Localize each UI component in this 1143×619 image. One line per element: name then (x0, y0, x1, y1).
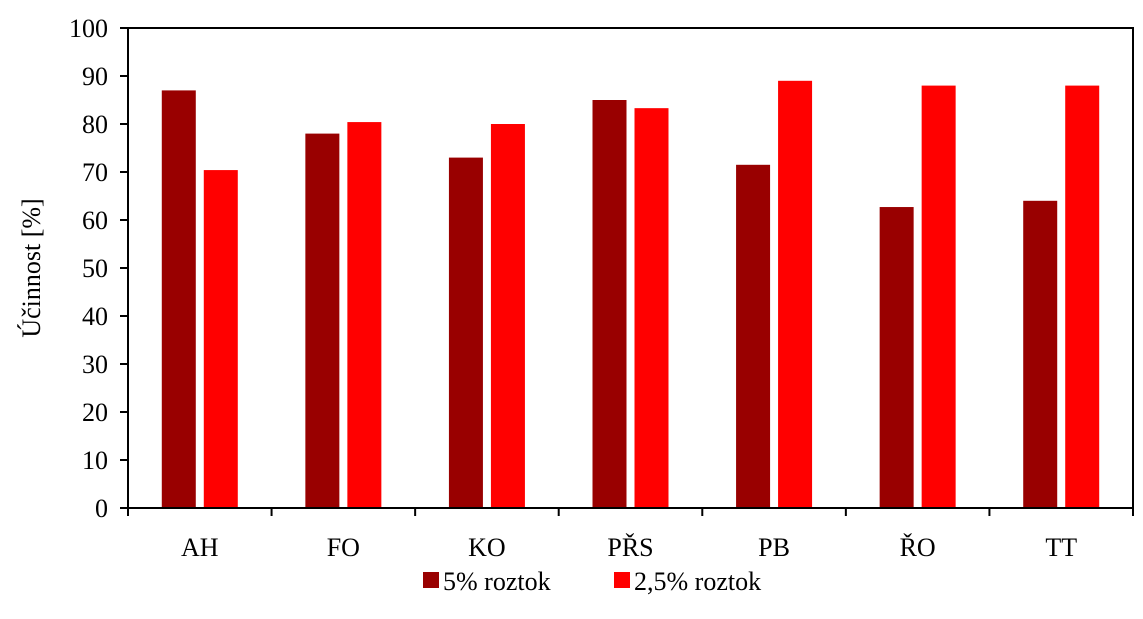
bar-series1 (305, 133, 340, 508)
y-tick-label: 90 (82, 62, 108, 91)
legend-label: 5% roztok (443, 567, 551, 596)
bars-layer (161, 80, 1100, 509)
bar-series2 (490, 124, 525, 508)
y-tick-label: 40 (82, 302, 108, 331)
y-tick-label: 100 (69, 14, 108, 43)
legend-swatch (423, 572, 439, 588)
x-tick-label: ŘO (900, 533, 936, 562)
x-tick-label: AH (181, 533, 219, 562)
bar-series1 (879, 207, 914, 509)
y-tick-label: 50 (82, 254, 108, 283)
bar-series2 (203, 170, 238, 508)
y-tick-label: 60 (82, 206, 108, 235)
y-tick-label: 70 (82, 158, 108, 187)
x-axis: AH FO KO PŘS PB ŘO TT (127, 508, 1134, 562)
bar-series1 (1023, 200, 1058, 509)
bar-series2 (634, 108, 669, 508)
legend: 5% roztok 2,5% roztok (423, 567, 761, 596)
bar-series1 (736, 164, 771, 509)
y-tick-label: 10 (82, 446, 108, 475)
x-tick-label: TT (1045, 533, 1077, 562)
legend-label: 2,5% roztok (634, 567, 761, 596)
y-tick-label: 0 (95, 494, 108, 523)
y-axis-title: Účinnost [%] (17, 198, 46, 337)
bar-series2 (921, 85, 956, 508)
bar-series2 (347, 122, 382, 508)
y-tick-label: 30 (82, 350, 108, 379)
plot-area-frame (127, 27, 1134, 509)
bar-series1 (592, 100, 627, 508)
bar-series2 (1065, 85, 1100, 508)
bar-series2 (778, 80, 813, 509)
y-tick-label: 80 (82, 110, 108, 139)
bar-series1 (448, 157, 483, 508)
bar-series1 (161, 90, 196, 509)
x-tick-label: FO (327, 533, 360, 562)
x-tick-label: PŘS (607, 533, 653, 562)
x-tick-label: PB (758, 533, 790, 562)
y-tick-label: 20 (82, 398, 108, 427)
x-tick-label: KO (468, 533, 506, 562)
legend-swatch (614, 572, 630, 588)
y-axis: 0 10 20 30 40 50 60 70 80 90 100 (69, 14, 128, 523)
